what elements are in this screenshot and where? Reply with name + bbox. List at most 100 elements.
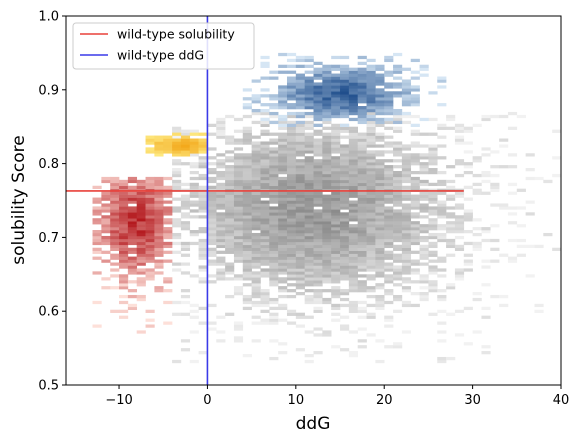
density-bin xyxy=(340,106,350,110)
density-bin xyxy=(348,271,358,275)
density-bin xyxy=(375,259,385,263)
density-bin xyxy=(313,179,323,184)
density-bin xyxy=(145,218,155,222)
density-bin xyxy=(366,162,376,166)
density-bin xyxy=(481,191,491,195)
density-bin xyxy=(525,153,535,157)
density-bin xyxy=(119,250,129,254)
density-bin xyxy=(331,212,341,216)
density-bin xyxy=(499,303,509,308)
density-bin xyxy=(189,230,199,234)
density-bin xyxy=(278,250,288,254)
density-bin xyxy=(322,259,332,263)
density-bin xyxy=(348,268,358,272)
density-bin xyxy=(101,194,111,198)
density-bin xyxy=(322,230,332,234)
density-bin xyxy=(348,76,358,80)
density-bin xyxy=(198,247,208,251)
density-bin xyxy=(313,224,323,228)
density-bin xyxy=(393,342,403,346)
density-bin xyxy=(410,259,420,263)
density-bin xyxy=(348,85,358,89)
density-bin xyxy=(384,159,394,163)
density-bin xyxy=(393,224,403,228)
density-bin xyxy=(207,274,217,278)
density-bin xyxy=(163,135,173,139)
density-bin xyxy=(251,168,261,172)
density-bin xyxy=(401,289,412,293)
density-bin xyxy=(260,194,270,198)
density-bin xyxy=(393,150,403,154)
density-bin xyxy=(375,88,385,92)
density-bin xyxy=(410,292,420,296)
density-bin xyxy=(154,265,164,269)
density-bin xyxy=(295,103,305,107)
density-bin xyxy=(278,294,288,299)
density-bin xyxy=(331,265,341,269)
density-bin xyxy=(189,359,199,364)
density-bin xyxy=(357,135,367,139)
density-bin xyxy=(198,209,208,213)
density-bin xyxy=(242,129,252,133)
density-bin xyxy=(446,179,456,184)
density-bin xyxy=(172,144,182,148)
plot-frame xyxy=(65,15,562,386)
density-bin xyxy=(286,106,297,110)
density-bin xyxy=(313,262,323,266)
density-bin xyxy=(410,232,420,237)
density-bin xyxy=(375,76,385,80)
density-bin xyxy=(295,235,305,240)
density-bin xyxy=(242,241,252,246)
density-bin xyxy=(242,256,252,260)
density-bin xyxy=(295,91,305,95)
density-bin xyxy=(154,176,164,181)
density-bin xyxy=(242,135,252,139)
density-bin xyxy=(242,227,252,231)
density-bin xyxy=(322,100,332,104)
density-bin xyxy=(101,218,111,222)
density-bin xyxy=(295,85,305,89)
density-bin xyxy=(366,82,376,86)
density-bin xyxy=(313,212,323,216)
density-bin xyxy=(304,88,314,92)
density-bin xyxy=(110,262,120,266)
density-bin xyxy=(340,250,350,254)
density-bin xyxy=(419,170,429,175)
density-bin xyxy=(260,238,270,243)
density-bin xyxy=(463,218,473,222)
density-bin xyxy=(322,235,332,240)
density-bin xyxy=(437,256,447,260)
density-bin xyxy=(419,165,429,169)
density-bin xyxy=(419,230,429,234)
density-bin xyxy=(216,241,226,246)
density-bin xyxy=(419,274,429,278)
density-bin xyxy=(295,135,305,139)
density-bin xyxy=(331,73,341,77)
density-bin xyxy=(242,132,252,136)
density-bin xyxy=(251,221,261,225)
density-bin xyxy=(286,244,297,249)
density-bin xyxy=(375,339,385,343)
density-bin xyxy=(401,230,412,234)
density-bin xyxy=(454,129,465,133)
density-bin xyxy=(154,238,164,243)
density-bin xyxy=(127,215,138,219)
density-bin xyxy=(507,126,518,130)
density-bin xyxy=(375,191,385,195)
density-bin xyxy=(233,247,244,251)
density-bin xyxy=(507,221,518,225)
density-bin xyxy=(225,165,235,169)
density-bin xyxy=(313,197,323,201)
density-bin xyxy=(286,120,297,125)
density-bin xyxy=(233,215,244,219)
density-bin xyxy=(375,111,385,116)
density-bin xyxy=(163,259,173,263)
density-bin xyxy=(216,126,226,130)
density-bin xyxy=(233,221,244,225)
density-bin xyxy=(154,191,164,195)
density-yellow xyxy=(145,132,208,157)
density-bin xyxy=(428,197,438,201)
density-bin xyxy=(410,100,420,104)
density-bin xyxy=(269,165,279,169)
density-bin xyxy=(481,345,491,349)
